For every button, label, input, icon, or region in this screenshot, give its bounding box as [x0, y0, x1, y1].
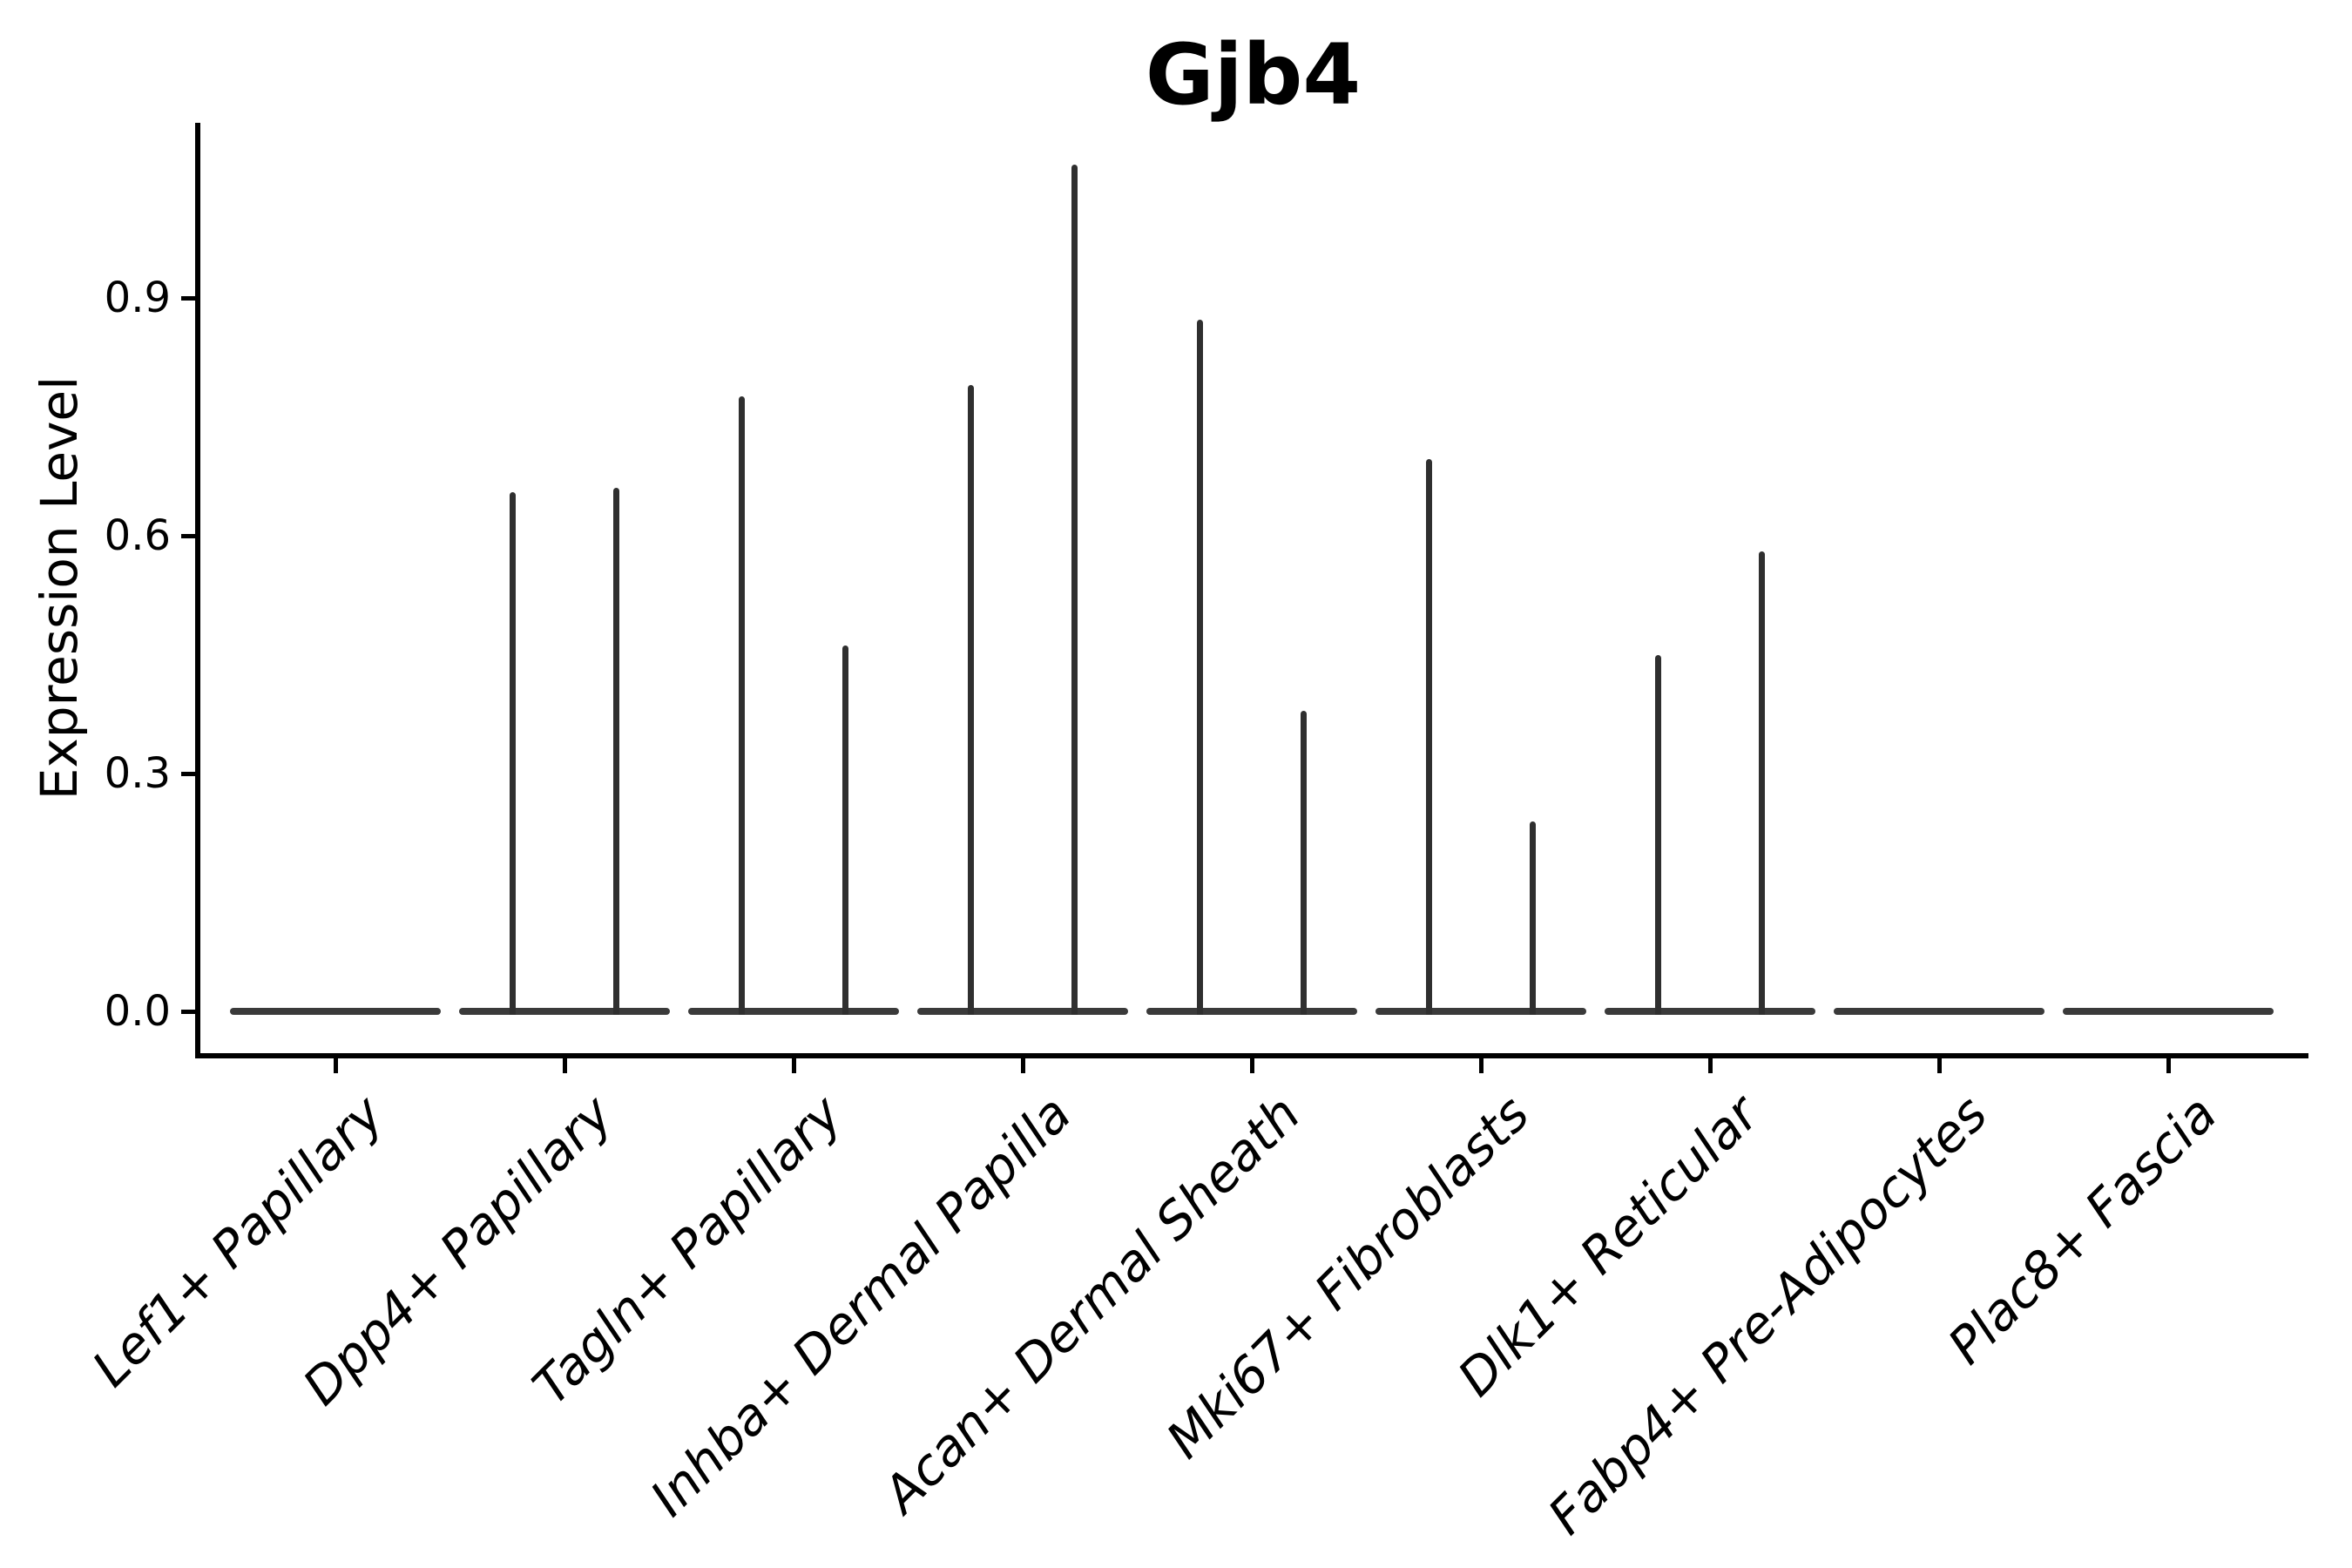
plot-title: Gjb4 — [1145, 26, 1362, 124]
violin-spike — [613, 488, 619, 1015]
violin-spike — [510, 491, 516, 1015]
x-tick — [2166, 1058, 2171, 1073]
violin-spike — [739, 395, 745, 1015]
x-tick — [1478, 1058, 1484, 1073]
violin-spike — [1197, 320, 1203, 1015]
violin-spike — [1426, 458, 1432, 1015]
x-tick — [1020, 1058, 1025, 1073]
violin-base — [1375, 1008, 1586, 1015]
x-tick-label: Acan+ Dermal Sheath — [871, 1084, 1312, 1524]
x-tick — [791, 1058, 796, 1073]
x-tick — [1936, 1058, 1942, 1073]
violin-spike — [1530, 821, 1536, 1015]
y-tick-label: 0.0 — [104, 987, 171, 1036]
violin-base — [459, 1008, 670, 1015]
violin-base — [688, 1008, 899, 1015]
y-tick-label: 0.9 — [104, 274, 171, 322]
violin-base — [1834, 1008, 2044, 1015]
x-tick-label: Inhba+ Dermal Papilla — [639, 1084, 1083, 1528]
violin-spike — [1655, 655, 1661, 1015]
violin-base — [917, 1008, 1128, 1015]
y-tick-label: 0.3 — [104, 749, 171, 798]
x-tick — [562, 1058, 567, 1073]
y-tick — [181, 1009, 195, 1014]
y-tick — [181, 771, 195, 776]
violin-base — [1605, 1008, 1815, 1015]
y-tick — [181, 533, 195, 538]
y-axis-spine — [195, 123, 200, 1058]
violin-base — [1146, 1008, 1357, 1015]
violin-spike — [842, 645, 848, 1015]
violin-spike — [968, 385, 974, 1015]
x-tick — [1707, 1058, 1713, 1073]
y-tick-label: 0.6 — [104, 511, 171, 560]
violin-base — [230, 1008, 441, 1015]
x-tick — [333, 1058, 338, 1073]
x-tick-label: Fabp4+ Pre-Adipocytes — [1537, 1084, 1999, 1546]
x-tick — [1249, 1058, 1254, 1073]
x-axis-spine — [195, 1053, 2308, 1058]
y-tick — [181, 295, 195, 301]
violin-spike — [1759, 551, 1765, 1015]
y-axis-label: Expression Level — [30, 375, 89, 801]
violin-spike — [1301, 711, 1307, 1015]
violin-base — [2063, 1008, 2274, 1015]
violin-spike — [1071, 165, 1078, 1015]
